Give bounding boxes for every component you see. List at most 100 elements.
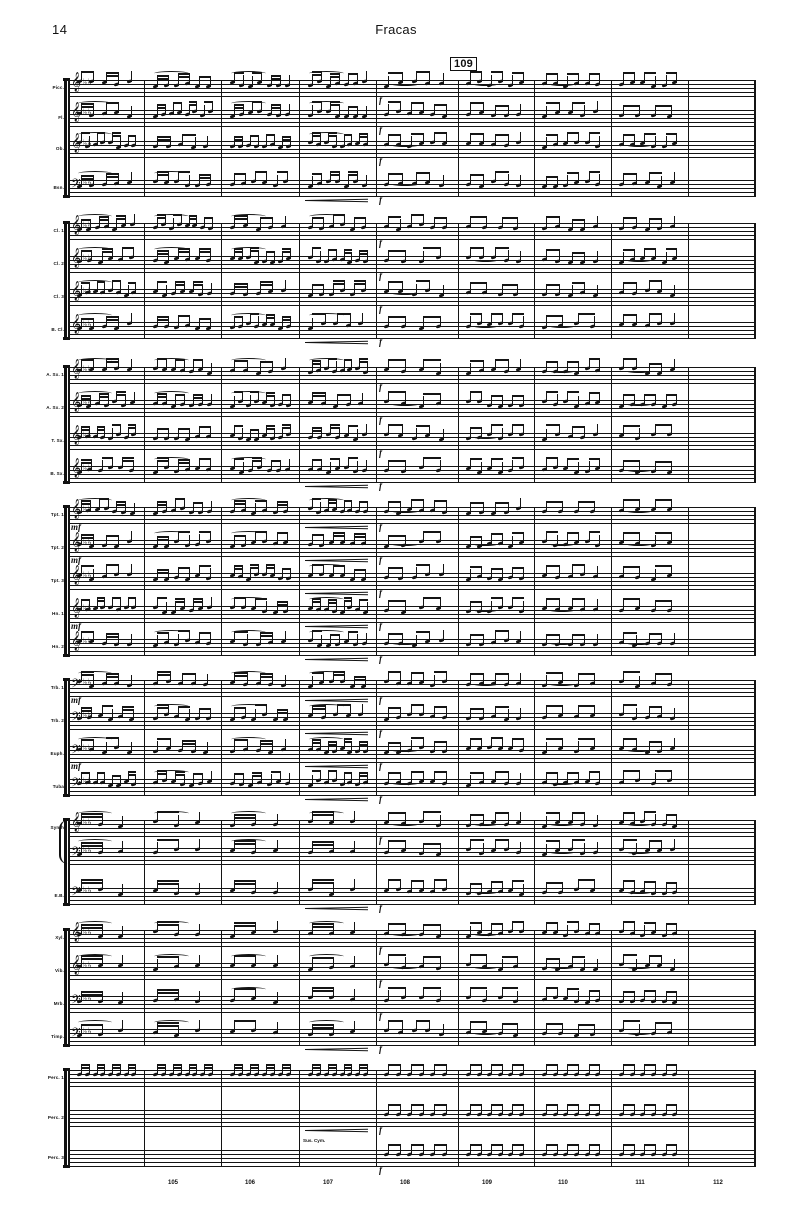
slur <box>309 498 344 503</box>
staff-line <box>68 523 756 524</box>
tie <box>549 965 575 969</box>
note-stem <box>480 738 482 749</box>
note-stem <box>470 458 471 469</box>
note-stem <box>567 988 569 999</box>
slur <box>78 671 113 676</box>
beam <box>188 215 198 217</box>
note-stem <box>512 1144 513 1155</box>
secondary-beam <box>330 76 340 78</box>
beam <box>333 280 345 282</box>
note-stem <box>319 360 321 371</box>
note-stem <box>362 704 364 715</box>
note-stem <box>665 925 667 936</box>
note-stem <box>517 1025 519 1036</box>
staff-line <box>68 904 756 905</box>
note-stem <box>178 924 179 935</box>
note-stem <box>184 281 185 292</box>
note-stem <box>335 1064 337 1075</box>
note-stem <box>209 174 211 185</box>
beam <box>199 248 211 250</box>
beam <box>655 105 672 107</box>
note-stem <box>272 742 274 753</box>
beam <box>578 1024 595 1026</box>
beam <box>127 135 137 137</box>
note-stem <box>388 954 389 965</box>
note-stem <box>96 134 98 145</box>
dynamic-f: f <box>379 555 382 565</box>
beam <box>276 709 289 711</box>
note-stem <box>234 248 235 259</box>
note-stem <box>501 1023 503 1034</box>
secondary-beam <box>234 1067 243 1069</box>
note-stem <box>567 391 569 402</box>
note-stem <box>93 71 95 82</box>
note-stem <box>157 106 158 117</box>
note-stem <box>211 501 212 512</box>
note-stem <box>501 569 503 580</box>
note-stem <box>512 395 513 406</box>
secondary-beam <box>193 284 203 286</box>
beam <box>571 598 586 600</box>
note-stem <box>276 533 278 544</box>
beam <box>588 132 601 134</box>
beam <box>434 500 447 502</box>
beam <box>571 252 586 254</box>
note-stem <box>321 427 322 438</box>
note-stem <box>169 136 171 147</box>
secondary-beam <box>234 817 257 819</box>
note-stem <box>354 533 355 544</box>
note-stem <box>112 280 113 291</box>
staff-line <box>68 223 756 224</box>
beam <box>327 770 337 772</box>
note-stem <box>167 457 169 468</box>
beam <box>388 671 401 673</box>
note-stem <box>491 314 492 325</box>
beam <box>623 394 635 396</box>
beam <box>491 1104 503 1106</box>
note-stem <box>199 991 200 1002</box>
rehearsal-mark-109[interactable]: 109 <box>450 57 477 71</box>
staff-line <box>68 235 756 236</box>
note-stem <box>274 252 275 263</box>
beam <box>491 1144 503 1146</box>
note-stem <box>276 955 278 966</box>
note-stem <box>339 634 340 645</box>
note-stem <box>411 216 412 227</box>
note-stem <box>287 532 289 543</box>
note-stem <box>180 102 182 113</box>
note-stem <box>255 532 257 543</box>
instrument-label-a-sx-1: A. Sx. 1 <box>46 372 64 377</box>
slur <box>231 811 267 816</box>
beam <box>234 880 257 882</box>
beam <box>343 249 353 251</box>
note-stem <box>244 173 246 184</box>
beam <box>411 102 424 104</box>
beam <box>546 634 560 636</box>
note-stem <box>491 458 492 469</box>
barline <box>299 367 300 482</box>
note-stem <box>104 132 106 143</box>
note-stem <box>242 391 243 402</box>
staff-line <box>68 297 756 298</box>
tie <box>549 822 575 826</box>
note-stem <box>188 535 190 546</box>
beam <box>648 840 663 842</box>
beam <box>270 771 281 773</box>
beam <box>434 879 447 881</box>
note-stem <box>312 879 313 890</box>
note-stem <box>81 671 82 682</box>
instrument-label-b-sx: B. Sx. <box>50 471 64 476</box>
note-stem <box>674 633 676 644</box>
note-stem <box>250 135 251 146</box>
note-stem <box>366 106 367 117</box>
note-stem <box>445 671 447 682</box>
instrument-label-bsn: Bsn. <box>53 185 64 190</box>
staff-line <box>68 721 756 722</box>
note-stem <box>482 176 484 187</box>
note-stem <box>357 106 358 117</box>
beam <box>655 770 672 772</box>
note-stem <box>485 990 487 1001</box>
note-stem <box>348 425 349 436</box>
note-stem <box>89 219 91 230</box>
note-stem <box>648 742 650 753</box>
